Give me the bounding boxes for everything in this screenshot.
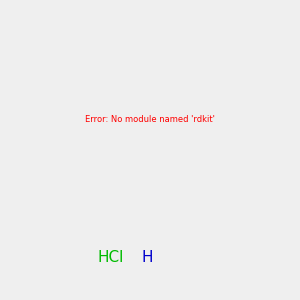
- Text: H: H: [141, 250, 153, 266]
- Text: HCl: HCl: [98, 250, 124, 266]
- Text: Error: No module named 'rdkit': Error: No module named 'rdkit': [85, 116, 215, 124]
